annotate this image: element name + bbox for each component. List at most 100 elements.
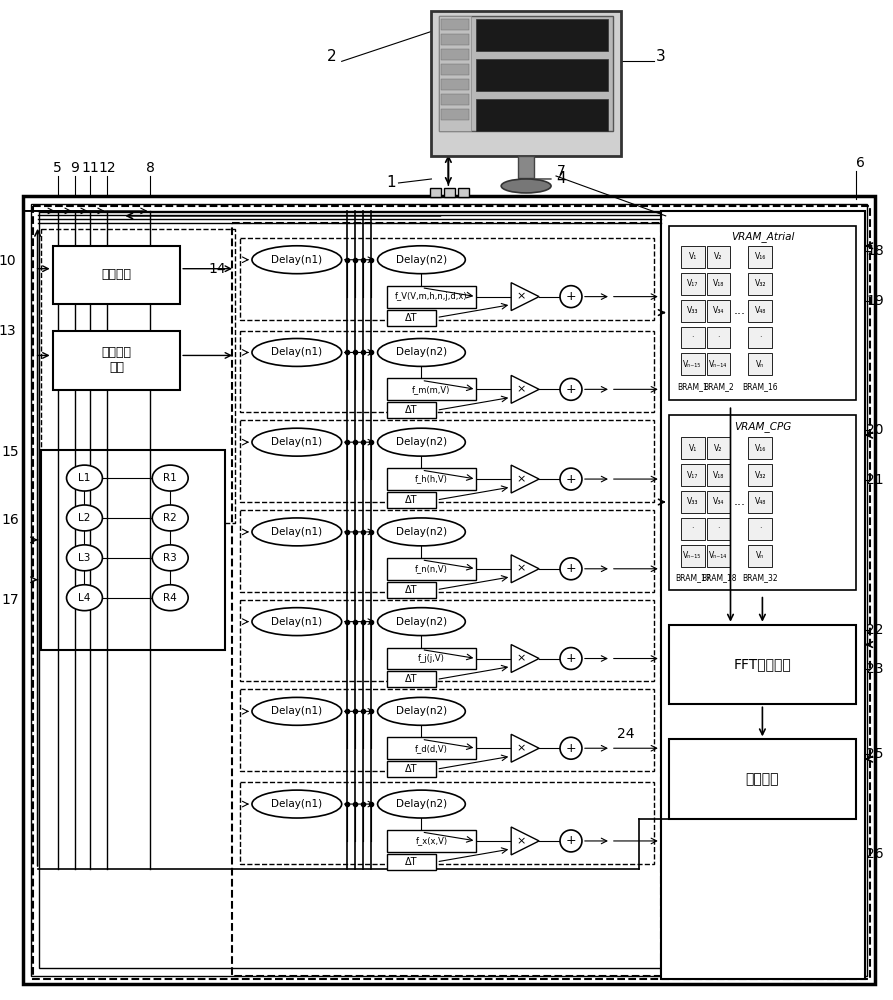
Text: ΔT: ΔT <box>405 674 418 684</box>
Text: ·: · <box>717 524 720 533</box>
Text: 23: 23 <box>866 662 884 676</box>
Ellipse shape <box>378 246 465 274</box>
Bar <box>387 648 476 669</box>
Text: ×: × <box>516 654 526 664</box>
Text: FFT变换模块: FFT变换模块 <box>733 657 791 671</box>
Text: V₄₈: V₄₈ <box>755 497 766 506</box>
Text: +: + <box>565 290 576 303</box>
Bar <box>706 518 730 540</box>
Text: 18: 18 <box>866 244 884 258</box>
Bar <box>387 378 476 400</box>
Text: ·: · <box>717 333 720 342</box>
Text: ×: × <box>516 836 526 846</box>
Bar <box>22 196 875 984</box>
Bar <box>680 464 705 486</box>
Text: 13: 13 <box>0 324 17 338</box>
Text: R3: R3 <box>163 553 177 563</box>
Bar <box>706 273 730 295</box>
Bar <box>476 99 608 131</box>
Text: 20: 20 <box>866 423 884 437</box>
Bar <box>430 188 441 197</box>
Bar <box>706 327 730 348</box>
Bar <box>387 737 476 759</box>
Bar <box>661 211 865 979</box>
Bar <box>431 11 621 156</box>
Ellipse shape <box>560 648 582 669</box>
Text: 12: 12 <box>98 161 116 175</box>
Text: 5: 5 <box>54 161 62 175</box>
Text: f_m(m,V): f_m(m,V) <box>413 385 451 394</box>
Text: L3: L3 <box>79 553 91 563</box>
Bar <box>680 273 705 295</box>
Bar <box>240 331 654 412</box>
Text: Delay(n1): Delay(n1) <box>271 527 322 537</box>
Bar <box>441 49 470 60</box>
Polygon shape <box>511 645 539 672</box>
Text: BRAM_17: BRAM_17 <box>675 573 711 582</box>
Bar <box>387 468 476 490</box>
Text: Delay(n1): Delay(n1) <box>271 437 322 447</box>
Polygon shape <box>511 827 539 855</box>
Bar <box>387 286 476 308</box>
Text: ×: × <box>516 564 526 574</box>
Ellipse shape <box>252 518 342 546</box>
Bar <box>748 353 772 375</box>
Text: Delay(n1): Delay(n1) <box>271 706 322 716</box>
Text: ×: × <box>516 384 526 394</box>
Text: V₃₂: V₃₂ <box>755 471 766 480</box>
Text: +: + <box>565 834 576 847</box>
Ellipse shape <box>560 378 582 400</box>
Ellipse shape <box>252 246 342 274</box>
Ellipse shape <box>378 697 465 725</box>
Ellipse shape <box>560 558 582 580</box>
Ellipse shape <box>560 286 582 308</box>
Text: f_V(V,m,h,n,j,d,x): f_V(V,m,h,n,j,d,x) <box>395 292 468 301</box>
Text: ·: · <box>691 524 694 533</box>
Text: BRAM_16: BRAM_16 <box>743 382 778 391</box>
Text: f_x(x,V): f_x(x,V) <box>415 836 447 845</box>
Bar <box>706 464 730 486</box>
Bar <box>680 353 705 375</box>
Text: Delay(n2): Delay(n2) <box>396 347 447 357</box>
Text: 3: 3 <box>655 49 665 64</box>
Text: ·: · <box>759 524 762 533</box>
Ellipse shape <box>560 737 582 759</box>
Text: Vₙ₋₁₄: Vₙ₋₁₄ <box>709 551 728 560</box>
Text: V₂: V₂ <box>714 252 722 261</box>
Text: V₁₇: V₁₇ <box>687 471 698 480</box>
Text: ΔT: ΔT <box>405 495 418 505</box>
Bar <box>240 510 654 592</box>
Bar <box>387 830 476 852</box>
Text: 22: 22 <box>866 623 884 637</box>
Text: L1: L1 <box>79 473 91 483</box>
Text: 1: 1 <box>387 175 396 190</box>
Text: 9: 9 <box>70 161 79 175</box>
Text: V₃₂: V₃₂ <box>755 279 766 288</box>
Bar <box>387 761 437 777</box>
Bar <box>518 156 534 178</box>
Text: 25: 25 <box>866 747 884 761</box>
Polygon shape <box>511 734 539 762</box>
Bar <box>240 689 654 771</box>
Text: ·: · <box>691 333 694 342</box>
Text: V₁₆: V₁₆ <box>755 444 766 453</box>
Bar <box>387 492 437 508</box>
Bar <box>669 739 856 819</box>
Text: 比较模块: 比较模块 <box>746 772 780 786</box>
Bar <box>706 353 730 375</box>
Ellipse shape <box>153 545 188 571</box>
Bar <box>680 327 705 348</box>
Bar <box>669 226 856 400</box>
Text: +: + <box>565 652 576 665</box>
Text: BRAM_32: BRAM_32 <box>743 573 778 582</box>
Text: Delay(n2): Delay(n2) <box>396 527 447 537</box>
Bar <box>748 518 772 540</box>
Ellipse shape <box>378 790 465 818</box>
Text: 19: 19 <box>866 294 884 308</box>
Text: ΔT: ΔT <box>405 764 418 774</box>
Bar <box>40 229 235 523</box>
Text: Delay(n2): Delay(n2) <box>396 617 447 627</box>
Bar <box>748 300 772 322</box>
Bar <box>748 273 772 295</box>
Text: +: + <box>565 742 576 755</box>
